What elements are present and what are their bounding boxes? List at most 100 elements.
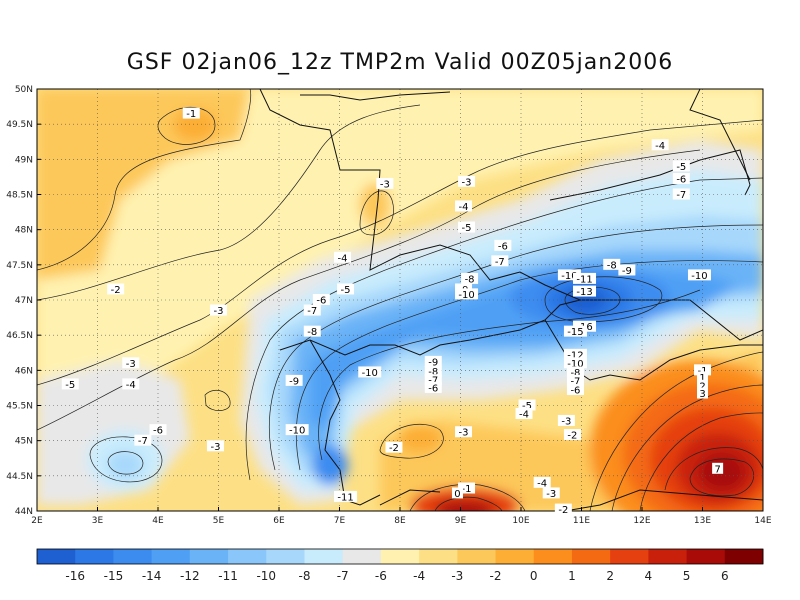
contour-label-box xyxy=(458,221,476,233)
lat-tick-label: 49.5N xyxy=(6,120,33,130)
contour-label: 2 xyxy=(699,381,705,392)
lon-tick-label: 6E xyxy=(273,516,285,526)
contour-label: -6 xyxy=(428,383,438,394)
contour-label-box xyxy=(424,365,442,377)
contour-label: -7 xyxy=(570,376,580,387)
contour-label: -6 xyxy=(676,175,686,186)
colorbar-label: -11 xyxy=(218,569,238,583)
contour-label: -11 xyxy=(576,274,592,285)
contour-label-box xyxy=(554,503,572,515)
contour-label-box xyxy=(385,441,403,453)
chart-title: GSF 02jan06_12z TMP2m Valid 00Z05jan2006 xyxy=(126,50,674,75)
colorbar-label: -10 xyxy=(256,569,276,583)
contour-label: -11 xyxy=(337,492,353,503)
contour-label-box xyxy=(424,355,442,367)
contour-label: -8 xyxy=(570,368,580,379)
contour-label: -15 xyxy=(567,327,583,338)
contour-label-box xyxy=(210,304,227,316)
latitude-axis: 50N 49.5N 49N 48.5N 48N 47.5N 47N 46.5N 46N 45.5N… xyxy=(6,85,41,517)
contour-label-box xyxy=(455,288,479,300)
contour-label-box xyxy=(573,272,597,284)
contour-label-box xyxy=(458,175,476,187)
contour-label: -1 xyxy=(698,366,708,377)
colorbar-swatch xyxy=(37,549,76,564)
contour-label: -8 xyxy=(465,274,475,285)
lat-tick-label: 46N xyxy=(15,366,33,376)
colorbar-swatch xyxy=(113,549,153,564)
contour-label-box xyxy=(697,371,708,383)
contour-label-box xyxy=(542,487,560,499)
contour-label-box xyxy=(334,251,352,263)
contour-label: -9 xyxy=(289,376,299,387)
lat-tick-label: 47.5N xyxy=(6,261,33,271)
colorbar: -16 -15 -14 -12 -11 -10 -8 -7 -6 -4 -3 -2 0 1 2 4 5 6 xyxy=(36,548,764,583)
lon-tick-label: 14E xyxy=(754,516,771,526)
contour-label-box xyxy=(687,269,711,281)
contour-label-box xyxy=(458,482,476,494)
contour-label-box xyxy=(603,258,621,270)
contour-label: -4 xyxy=(459,202,469,213)
colorbar-swatch xyxy=(533,549,573,564)
contour-label: 1 xyxy=(699,373,705,384)
contour-label-box xyxy=(563,325,587,337)
contour-label-box xyxy=(694,364,711,376)
lon-tick-label: 8E xyxy=(394,516,406,526)
contour-label: -8 xyxy=(607,260,617,271)
contour-label-box xyxy=(424,381,442,393)
contour-label-box xyxy=(107,283,125,295)
contour-label-box xyxy=(455,200,473,212)
contour-label: -3 xyxy=(210,442,220,453)
lat-tick-label: 50N xyxy=(15,85,33,95)
colorbar-label: -16 xyxy=(65,569,85,583)
contour-label: -6 xyxy=(498,241,508,252)
colorbar-frame xyxy=(36,548,764,565)
contour-label-box xyxy=(206,440,224,452)
colorbar-swatch xyxy=(342,549,382,564)
lat-tick-label: 47N xyxy=(15,296,33,306)
lat-tick-label: 48.5N xyxy=(6,191,33,201)
contour-label: -6 xyxy=(153,426,163,437)
contour-label-box xyxy=(312,294,330,305)
colorbar-swatch xyxy=(686,549,726,564)
contour-label-box xyxy=(697,387,708,399)
colorbar-swatch xyxy=(571,549,611,564)
contour-label: -10 xyxy=(561,271,577,282)
contour-lines xyxy=(37,89,763,511)
contour-label: -7 xyxy=(138,436,148,447)
contour-label: -4 xyxy=(338,253,348,264)
contour-label-box xyxy=(618,264,636,276)
contour-label-box xyxy=(533,476,551,488)
contour-label: -5 xyxy=(65,380,75,391)
contour-label: -8 xyxy=(307,327,317,338)
lon-tick-label: 13E xyxy=(694,516,711,526)
contour-label: -10 xyxy=(289,426,305,437)
contour-label-box xyxy=(672,160,690,172)
colorbar-label: -14 xyxy=(142,569,162,583)
contour-label-box xyxy=(515,407,533,419)
contour-label: -10 xyxy=(567,359,583,370)
contour-label-box xyxy=(451,487,463,499)
contour-label: -3 xyxy=(462,177,472,188)
contour-label-box xyxy=(566,366,584,378)
contour-label: -5 xyxy=(462,223,472,234)
colorbar-swatch xyxy=(228,549,267,564)
lat-tick-label: 46.5N xyxy=(6,331,33,341)
contour-label: -5 xyxy=(522,401,532,412)
contour-label-box xyxy=(697,379,708,391)
contour-label: -4 xyxy=(655,141,665,152)
colorbar-swatch xyxy=(724,549,764,564)
contour-label: -6 xyxy=(316,296,326,307)
contour-label: -7 xyxy=(307,306,317,317)
colorbar-label: -6 xyxy=(375,569,387,583)
country-borders xyxy=(259,89,763,511)
contour-label-box xyxy=(712,462,724,474)
contour-label-box xyxy=(672,173,690,185)
contour-label: -2 xyxy=(567,431,577,442)
contour-label-box xyxy=(557,269,581,281)
contour-label: -2 xyxy=(389,443,399,454)
colorbar-label: 6 xyxy=(721,569,729,583)
colorbar-swatch xyxy=(495,549,535,564)
lat-tick-label: 45.5N xyxy=(6,402,33,412)
contour-label-box xyxy=(518,399,536,411)
contour-label-box xyxy=(563,429,581,441)
